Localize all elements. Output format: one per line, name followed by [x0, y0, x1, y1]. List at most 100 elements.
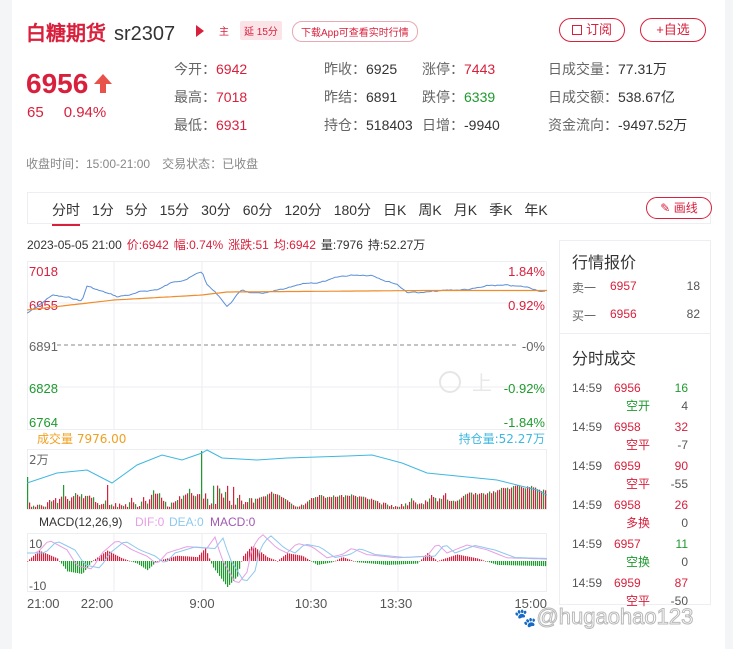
quote-field: 涨停：7443	[422, 61, 496, 77]
trade-qty: 87	[674, 576, 688, 590]
time-axis-tick: 22:00	[81, 596, 114, 611]
time-axis-tick: 15:00	[514, 596, 547, 611]
trade-type: 空换	[625, 555, 650, 569]
price-axis-tick: 6828	[29, 381, 58, 396]
price-axis-tick: 7018	[29, 264, 58, 279]
tab-10[interactable]: 月K	[453, 202, 478, 218]
tab-9[interactable]: 周K	[418, 202, 442, 218]
trade-price: 6958	[614, 420, 641, 434]
trade-row: 14:59 6957 11 空换 0	[572, 535, 702, 571]
quote-field: 昨收：6925	[324, 61, 398, 77]
side-panel: 行情报价 卖一 6957 18 买一 6956 82 分时成交 14:59 695…	[559, 240, 711, 608]
intraday-chart[interactable]: 7018 6955 6891 6828 6764 1.84% 0.92% -0% -0.92% -…	[26, 258, 548, 613]
main-contract-tag: 主	[219, 27, 229, 38]
tab-1[interactable]: 1分	[92, 202, 114, 218]
price-axis-tick: 6891	[29, 339, 58, 354]
subscribe-icon	[571, 25, 582, 35]
add-watchlist-button[interactable]: +自选	[640, 18, 706, 42]
tab-12[interactable]: 年K	[524, 202, 548, 218]
trade-row: 14:59 6959 90 空平 -55	[572, 457, 702, 493]
macd-axis-top: 10	[29, 537, 43, 551]
svg-text:上: 上	[472, 371, 492, 395]
dif-label: DIF:0	[135, 515, 165, 529]
watermark: 🐾@hugaohao123	[513, 604, 694, 630]
trade-oi-change: 0	[681, 555, 688, 569]
pct-axis-tick: -1.84%	[504, 415, 546, 430]
quote-field: 昨结：6891	[324, 89, 398, 105]
trade-qty: 32	[674, 420, 688, 434]
macd-title: MACD(12,26,9)	[39, 515, 122, 529]
trade-type: 空平	[625, 438, 650, 452]
trade-price: 6957	[614, 537, 641, 551]
trade-type: 空平	[625, 594, 650, 608]
pct-axis-tick: 1.84%	[508, 264, 545, 279]
macd-axis-bottom: -10	[29, 579, 47, 593]
price-change: 65 0.94%	[27, 104, 106, 121]
trade-type: 多换	[625, 516, 650, 530]
dea-label: DEA:0	[169, 515, 204, 529]
tab-11[interactable]: 季K	[489, 202, 513, 218]
trade-type: 空开	[625, 399, 650, 413]
pct-axis-tick: -0.92%	[504, 381, 546, 396]
trade-row: 14:59 6958 26 多换 0	[572, 496, 702, 532]
quote-field: 日成交额：538.67亿	[548, 89, 675, 105]
quote-field: 最高：7018	[174, 89, 248, 105]
quote-field: 日成交量：77.31万	[548, 61, 668, 77]
subscribe-button[interactable]: 订阅	[559, 18, 625, 42]
trade-qty: 90	[674, 459, 688, 473]
quote-field: 最低：6931	[174, 117, 248, 133]
time-axis-tick: 13:30	[380, 596, 413, 611]
download-app-pill[interactable]: 下载App可查看实时行情	[292, 21, 418, 42]
trade-row: 14:59 6956 16 空开 4	[572, 379, 702, 415]
volume-axis-tick: 2万	[29, 453, 49, 467]
macd-label: MACD:0	[210, 515, 256, 529]
draw-line-button[interactable]: ✎ 画线	[646, 197, 712, 219]
play-icon[interactable]	[196, 25, 204, 37]
crosshair-info: 2023-05-05 21:00 价:6942 幅:0.74% 涨跌:51 均:6942…	[27, 238, 426, 252]
time-axis-tick: 9:00	[189, 596, 214, 611]
period-tabs: 分时 1分 5分 15分 30分 60分 120分 180分 日K 周K 月K 季K 年K	[46, 200, 554, 226]
tab-0[interactable]: 分时	[46, 200, 86, 226]
pct-axis-tick: 0.92%	[508, 298, 545, 313]
price-axis-tick: 6955	[29, 298, 58, 313]
trade-qty: 26	[674, 498, 688, 512]
trade-qty: 11	[675, 537, 688, 551]
tab-7[interactable]: 180分	[333, 202, 372, 218]
tab-4[interactable]: 30分	[201, 202, 231, 218]
trade-time: 14:59	[572, 459, 603, 473]
change-percent: 0.94%	[63, 104, 107, 121]
bid-row: 买一 6956 82	[572, 307, 700, 323]
tab-2[interactable]: 5分	[125, 202, 148, 218]
quote-field: 日增：-9940	[422, 117, 500, 133]
divider	[560, 333, 710, 334]
last-price: 6956	[26, 68, 113, 100]
trading-status: 收盘时间：15:00-21:00 交易状态：已收盘	[26, 157, 259, 171]
time-axis-tick: 21:00	[27, 596, 60, 611]
time-axis-tick: 10:30	[295, 596, 328, 611]
trade-price: 6959	[614, 576, 641, 590]
delay-tag: 延 15分	[240, 21, 282, 40]
tab-5[interactable]: 60分	[242, 202, 273, 218]
trade-oi-change: 4	[681, 399, 688, 413]
trade-qty: 16	[674, 381, 688, 395]
quote-page: 白糖期货 sr2307 主 延 15分 下载App可查看实时行情 订阅 +自选 …	[12, 0, 725, 649]
trade-price: 6959	[614, 459, 641, 473]
trade-type: 空平	[625, 477, 650, 491]
quote-field: 资金流向：-9497.52万	[548, 117, 688, 133]
ask-row: 卖一 6957 18	[572, 279, 700, 295]
up-arrow-icon	[94, 74, 113, 94]
quote-field: 今开：6942	[174, 61, 248, 77]
tab-8[interactable]: 日K	[383, 202, 407, 218]
tab-6[interactable]: 120分	[284, 202, 322, 218]
trade-time: 14:59	[572, 576, 603, 590]
trade-row: 14:59 6959 87 空平 -50	[572, 574, 702, 610]
price-axis-tick: 6764	[29, 415, 58, 430]
contract-code: sr2307	[114, 23, 176, 45]
trade-time: 14:59	[572, 381, 603, 395]
page-title: 白糖期货 sr2307	[26, 17, 175, 46]
oi-label: 持仓量:52.27万	[459, 431, 545, 446]
trade-oi-change: 0	[681, 516, 688, 530]
trade-time: 14:59	[572, 498, 603, 512]
tab-3[interactable]: 15分	[159, 202, 190, 218]
trade-price: 6956	[614, 381, 641, 395]
